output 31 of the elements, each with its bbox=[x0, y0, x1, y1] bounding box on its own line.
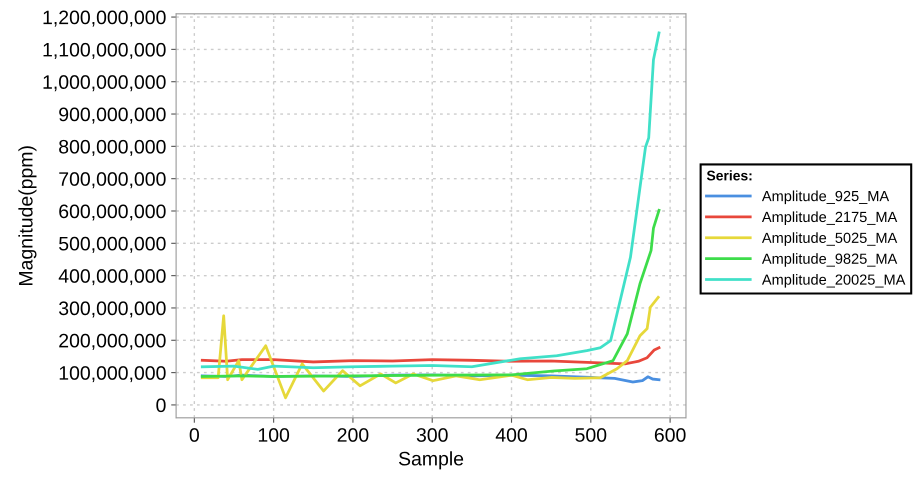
y-tick-label: 900,000,000 bbox=[59, 108, 166, 124]
legend-label: Amplitude_20025_MA bbox=[762, 274, 906, 288]
y-tick-label: 800,000,000 bbox=[59, 140, 166, 156]
line-series bbox=[200, 32, 660, 371]
line-series bbox=[200, 208, 660, 378]
legend-label: Amplitude_925_MA bbox=[762, 190, 890, 204]
legend-label: Amplitude_5025_MA bbox=[762, 232, 898, 246]
y-tick-label: 500,000,000 bbox=[59, 236, 166, 253]
legend-label: Amplitude_2175_MA bbox=[762, 211, 898, 225]
y-axis-title: Magnitude(ppm) bbox=[18, 146, 36, 286]
x-tick-label: 100 bbox=[258, 428, 290, 442]
y-tick-label: 200,000,000 bbox=[59, 334, 166, 350]
legend-label: Amplitude_9825_MA bbox=[762, 253, 898, 267]
y-tick-label: 400,000,000 bbox=[58, 269, 166, 286]
line-series bbox=[200, 346, 660, 366]
y-tick-label: 1,000,000,000 bbox=[44, 75, 166, 92]
x-tick-label: 300 bbox=[416, 428, 448, 442]
legend-title: Series: bbox=[706, 170, 752, 180]
y-tick-label: 100,000,000 bbox=[60, 366, 166, 382]
x-tick-label: 600 bbox=[654, 428, 686, 442]
y-tick-label: 1,100,000,000 bbox=[44, 42, 166, 59]
x-tick-label: 0 bbox=[190, 428, 199, 442]
y-tick-label: 600,000,000 bbox=[59, 204, 166, 221]
x-tick-label: 400 bbox=[496, 428, 527, 442]
y-tick-label: 300,000,000 bbox=[59, 301, 166, 318]
x-tick-label: 500 bbox=[575, 428, 606, 442]
x-tick-label: 200 bbox=[338, 428, 368, 442]
x-axis-title: Sample bbox=[398, 451, 464, 470]
y-tick-label: 0 bbox=[156, 398, 166, 412]
y-tick-label: 700,000,000 bbox=[59, 172, 166, 188]
y-tick-label: 1,200,000,000 bbox=[44, 10, 166, 27]
